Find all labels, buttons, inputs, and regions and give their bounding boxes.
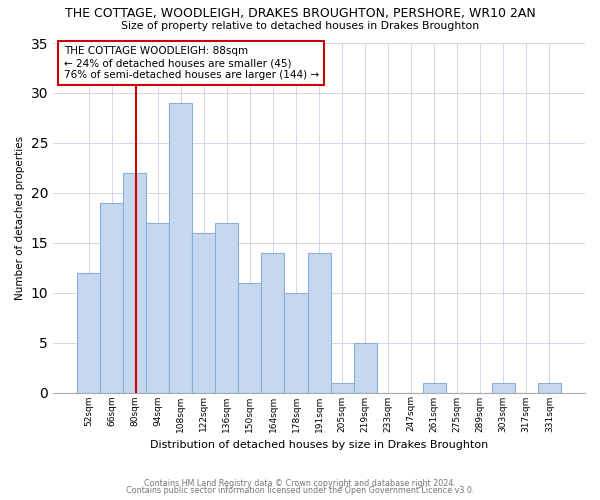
Bar xyxy=(146,223,169,392)
Bar xyxy=(284,292,308,392)
Bar xyxy=(193,232,215,392)
Bar xyxy=(308,252,331,392)
Bar xyxy=(353,342,377,392)
Bar xyxy=(123,173,146,392)
Bar xyxy=(422,382,446,392)
Text: THE COTTAGE, WOODLEIGH, DRAKES BROUGHTON, PERSHORE, WR10 2AN: THE COTTAGE, WOODLEIGH, DRAKES BROUGHTON… xyxy=(65,8,535,20)
Bar xyxy=(262,252,284,392)
Bar xyxy=(538,382,561,392)
X-axis label: Distribution of detached houses by size in Drakes Broughton: Distribution of detached houses by size … xyxy=(150,440,488,450)
Bar xyxy=(100,203,123,392)
Bar xyxy=(331,382,353,392)
Bar xyxy=(77,272,100,392)
Y-axis label: Number of detached properties: Number of detached properties xyxy=(15,136,25,300)
Text: Contains HM Land Registry data © Crown copyright and database right 2024.: Contains HM Land Registry data © Crown c… xyxy=(144,478,456,488)
Text: THE COTTAGE WOODLEIGH: 88sqm
← 24% of detached houses are smaller (45)
76% of se: THE COTTAGE WOODLEIGH: 88sqm ← 24% of de… xyxy=(64,46,319,80)
Bar xyxy=(169,103,193,393)
Bar xyxy=(238,282,262,393)
Text: Size of property relative to detached houses in Drakes Broughton: Size of property relative to detached ho… xyxy=(121,21,479,31)
Bar xyxy=(492,382,515,392)
Bar xyxy=(215,223,238,392)
Text: Contains public sector information licensed under the Open Government Licence v3: Contains public sector information licen… xyxy=(126,486,474,495)
